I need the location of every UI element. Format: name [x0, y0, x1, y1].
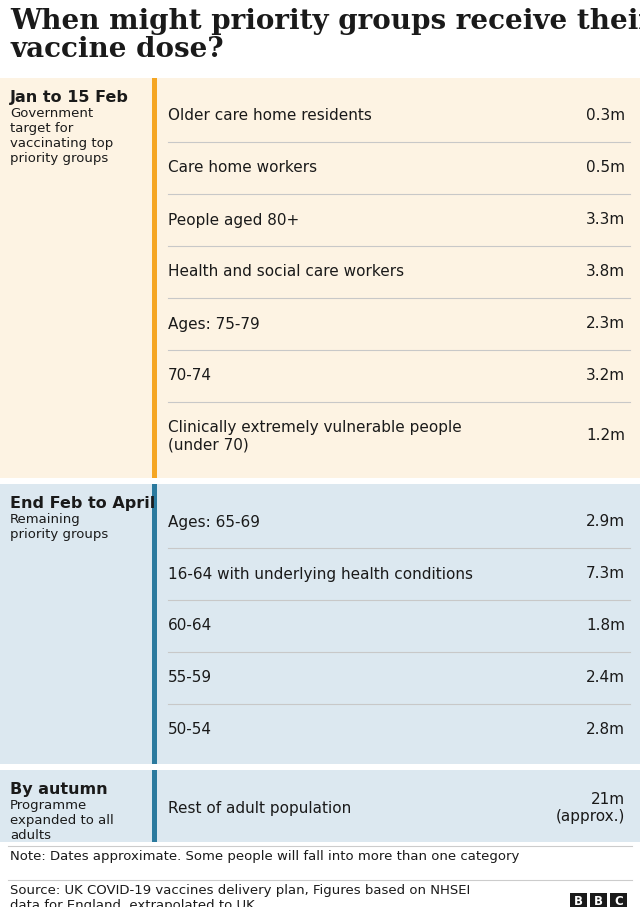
Bar	[0, 78, 640, 478]
Text: 1.2m: 1.2m	[586, 428, 625, 444]
Text: 2.9m: 2.9m	[586, 514, 625, 530]
Text: 60-64: 60-64	[168, 619, 212, 633]
Text: Source: UK COVID-19 vaccines delivery plan, Figures based on NHSEI
data for Engl: Source: UK COVID-19 vaccines delivery pl…	[10, 884, 470, 907]
Text: 3.8m: 3.8m	[586, 265, 625, 279]
Bar	[0, 770, 640, 842]
Bar	[152, 78, 157, 478]
Text: Rest of adult population: Rest of adult population	[168, 801, 351, 815]
Bar	[152, 770, 157, 842]
Text: Health and social care workers: Health and social care workers	[168, 265, 404, 279]
Text: Remaining
priority groups: Remaining priority groups	[10, 513, 108, 541]
Bar	[590, 893, 607, 907]
Text: People aged 80+: People aged 80+	[168, 212, 300, 228]
Bar	[0, 764, 640, 770]
Text: 7.3m: 7.3m	[586, 567, 625, 581]
Text: Ages: 65-69: Ages: 65-69	[168, 514, 260, 530]
Bar	[0, 478, 640, 484]
Text: 3.3m: 3.3m	[586, 212, 625, 228]
Text: 16-64 with underlying health conditions: 16-64 with underlying health conditions	[168, 567, 473, 581]
Text: 70-74: 70-74	[168, 368, 212, 384]
Text: When might priority groups receive their first: When might priority groups receive their…	[10, 8, 640, 35]
Text: 55-59: 55-59	[168, 670, 212, 686]
Text: Government
target for
vaccinating top
priority groups: Government target for vaccinating top pr…	[10, 107, 113, 165]
Bar	[570, 893, 587, 907]
Text: Older care home residents: Older care home residents	[168, 109, 372, 123]
Text: 21m
(approx.): 21m (approx.)	[556, 792, 625, 824]
Text: C: C	[614, 895, 623, 907]
Text: 1.8m: 1.8m	[586, 619, 625, 633]
Text: 3.2m: 3.2m	[586, 368, 625, 384]
Text: Programme
expanded to all
adults: Programme expanded to all adults	[10, 799, 114, 842]
Text: 2.8m: 2.8m	[586, 723, 625, 737]
Bar	[610, 893, 627, 907]
Text: 2.4m: 2.4m	[586, 670, 625, 686]
Text: 2.3m: 2.3m	[586, 317, 625, 331]
Text: Jan to 15 Feb: Jan to 15 Feb	[10, 90, 129, 105]
Bar	[0, 484, 640, 764]
Text: B: B	[574, 895, 583, 907]
Bar	[0, 0, 640, 78]
Text: vaccine dose?: vaccine dose?	[10, 36, 223, 63]
Text: End Feb to April: End Feb to April	[10, 496, 156, 511]
Text: 0.3m: 0.3m	[586, 109, 625, 123]
Text: B: B	[594, 895, 603, 907]
Text: 0.5m: 0.5m	[586, 161, 625, 175]
Bar	[0, 842, 640, 907]
Text: Care home workers: Care home workers	[168, 161, 317, 175]
Bar	[152, 484, 157, 764]
Text: Ages: 75-79: Ages: 75-79	[168, 317, 260, 331]
Text: By autumn: By autumn	[10, 782, 108, 797]
Text: 50-54: 50-54	[168, 723, 212, 737]
Text: Clinically extremely vulnerable people
(under 70): Clinically extremely vulnerable people (…	[168, 420, 461, 453]
Text: Note: Dates approximate. Some people will fall into more than one category: Note: Dates approximate. Some people wil…	[10, 850, 520, 863]
